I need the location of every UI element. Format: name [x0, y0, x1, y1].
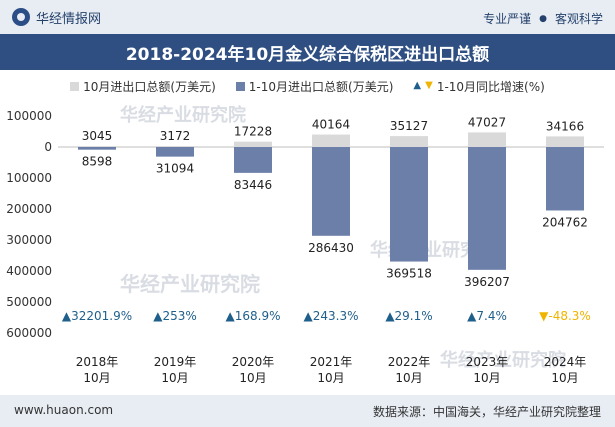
y-tick-label: 300000 [6, 233, 52, 247]
x-tick-label: 10月 [395, 371, 422, 385]
monthly-value-label: 47027 [468, 115, 506, 129]
brand[interactable]: 华经情报网 [12, 8, 102, 27]
legend-label-growth: 1-10月同比增速(%) [436, 79, 545, 94]
monthly-bar [312, 134, 350, 147]
monthly-bar [156, 146, 194, 147]
monthly-value-label: 17228 [234, 125, 272, 139]
monthly-value-label: 35127 [390, 119, 428, 133]
monthly-value-label: 3172 [160, 129, 191, 143]
y-tick-label: 600000 [6, 326, 52, 340]
y-tick-label: 0 [44, 140, 52, 154]
x-tick-label: 10月 [473, 371, 500, 385]
cumulative-bar [312, 147, 350, 236]
monthly-bar [390, 136, 428, 147]
growth-rate-label: ▼-48.3% [539, 309, 591, 323]
cumulative-bar [234, 147, 272, 173]
cumulative-bar [390, 147, 428, 262]
x-tick-label: 2020年 [232, 355, 275, 369]
huajing-logo-icon [12, 8, 30, 26]
legend-item-cumulative: 1-10月进出口总额(万美元) [235, 76, 394, 96]
top-bar: 华经情报网 专业严谨 ● 客观科学 [0, 0, 615, 34]
tagline-left: 专业严谨 [483, 12, 532, 26]
bar-chart: 华经产业研究院华经产业研究院华经产业研究院华经产业研究院100000010000… [6, 104, 604, 385]
x-tick-label: 2022年 [388, 355, 431, 369]
cumulative-value-label: 204762 [542, 215, 588, 229]
y-tick-label: 500000 [6, 295, 52, 309]
legend-label-cumulative: 1-10月进出口总额(万美元) [248, 79, 394, 94]
x-tick-label: 2024年 [544, 355, 587, 369]
monthly-value-label: 40164 [312, 118, 350, 132]
cumulative-value-label: 396207 [464, 275, 510, 289]
cumulative-value-label: 83446 [234, 178, 272, 192]
cumulative-bar [156, 147, 194, 157]
legend-swatch-cumulative [235, 81, 245, 91]
growth-rate-label: ▲29.1% [385, 309, 432, 323]
monthly-bar [78, 146, 116, 147]
legend-label-monthly: 10月进出口总额(万美元) [83, 79, 216, 94]
x-tick-label: 2019年 [154, 355, 197, 369]
cumulative-bar [78, 147, 116, 150]
triangle-up-icon: ▲ [413, 80, 422, 91]
bullet-icon: ● [539, 13, 547, 24]
monthly-value-label: 3045 [82, 129, 113, 143]
growth-rate-label: ▲32201.9% [62, 309, 132, 323]
growth-rate-label: ▲253% [153, 309, 197, 323]
growth-rate-label: ▲7.4% [467, 309, 507, 323]
cumulative-value-label: 286430 [308, 241, 354, 255]
watermark-text: 华经产业研究院 [440, 349, 566, 371]
cumulative-value-label: 31094 [156, 162, 194, 176]
legend-item-growth: ▲ ▼ 1-10月同比增速(%) [413, 76, 544, 96]
chart-title: 2018-2024年10月金义综合保税区进出口总额 [0, 34, 615, 70]
y-tick-label: 200000 [6, 202, 52, 216]
x-tick-label: 10月 [551, 371, 578, 385]
monthly-bar [546, 136, 584, 147]
x-tick-label: 2018年 [76, 355, 119, 369]
x-tick-label: 2023年 [466, 355, 509, 369]
y-tick-label: 400000 [6, 264, 52, 278]
footer-url[interactable]: www.huaon.com [14, 403, 114, 417]
cumulative-bar [468, 147, 506, 270]
triangle-down-icon: ▼ [425, 80, 433, 91]
y-tick-label: 100000 [6, 171, 52, 185]
cumulative-value-label: 369518 [386, 267, 432, 281]
watermark-text: 华经产业研究院 [120, 272, 260, 296]
x-tick-label: 2021年 [310, 355, 353, 369]
legend-swatch-monthly [70, 81, 80, 91]
footer: www.huaon.com 数据来源：中国海关，华经产业研究院整理 [0, 395, 615, 427]
growth-rate-label: ▲168.9% [226, 309, 281, 323]
growth-rate-label: ▲243.3% [304, 309, 359, 323]
x-tick-label: 10月 [239, 371, 266, 385]
y-tick-label: 100000 [6, 109, 52, 123]
brand-name: 华经情报网 [36, 11, 102, 27]
monthly-bar [234, 141, 272, 147]
monthly-value-label: 34166 [546, 119, 584, 133]
x-tick-label: 10月 [161, 371, 188, 385]
watermark-text: 华经产业研究院 [120, 104, 246, 126]
x-tick-label: 10月 [317, 371, 344, 385]
chart-legend: 10月进出口总额(万美元) 1-10月进出口总额(万美元) ▲ ▼ 1-10月同… [0, 76, 615, 96]
x-tick-label: 10月 [83, 371, 110, 385]
tagline: 专业严谨 ● 客观科学 [483, 10, 603, 27]
cumulative-value-label: 8598 [82, 155, 113, 169]
tagline-right: 客观科学 [554, 12, 603, 26]
cumulative-bar [546, 147, 584, 211]
monthly-bar [468, 132, 506, 147]
legend-item-monthly: 10月进出口总额(万美元) [70, 76, 216, 96]
footer-source: 数据来源：中国海关，华经产业研究院整理 [372, 405, 601, 419]
